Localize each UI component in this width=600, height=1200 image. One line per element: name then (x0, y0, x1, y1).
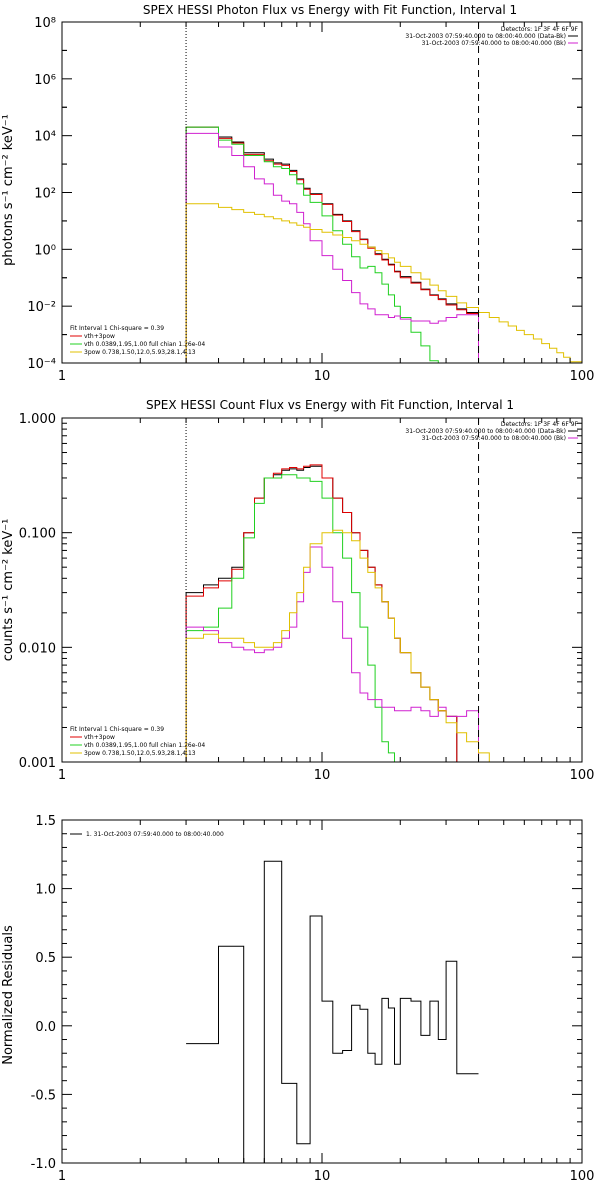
count-flux-legend-top: Detectors: 1F 3F 4F 6F 9F 31-Oct-2003 07… (405, 421, 578, 442)
x-tick-label: 100 (570, 768, 595, 783)
legend-detectors: Detectors: 1F 3F 4F 6F 9F (501, 26, 579, 33)
series-group (185, 464, 490, 762)
photon-flux-legend-top: Detectors: 1F 3F 4F 6F 9F 31-Oct-2003 07… (405, 26, 578, 47)
y-tick-label: 0.001 (19, 756, 56, 771)
legend-bk: 31-Oct-2003 07:59:40.000 to 08:00:40.000… (422, 435, 566, 442)
legend-fit-interval: Fit Interval 1 Chi-square = 0.39 (70, 325, 164, 332)
legend-interval: 1. 31-Oct-2003 07:59:40.000 to 08:00:40.… (86, 831, 224, 838)
count-flux-title: SPEX HESSI Count Flux vs Energy with Fit… (146, 398, 514, 412)
y-tick-label: 0.010 (19, 641, 56, 656)
x-tick-label: 1 (58, 768, 66, 783)
legend-detectors: Detectors: 1F 3F 4F 6F 9F (501, 421, 579, 428)
series-black-line (186, 860, 479, 1163)
x-tick-label: 1 (58, 369, 66, 384)
y-tick-label: 10⁻² (27, 300, 56, 315)
y-tick-label: 10⁸ (34, 16, 56, 31)
y-tick-label: 10⁶ (34, 73, 56, 88)
residuals-panel: Normalized Residuals 1. 31-Oct-2003 07:5… (1, 814, 594, 1184)
series-black-line (185, 465, 458, 762)
y-tick-label: -0.5 (31, 1088, 56, 1103)
legend-fit-interval: Fit Interval 1 Chi-square = 0.39 (70, 726, 164, 733)
photon-flux-legend-bottom: Fit Interval 1 Chi-square = 0.39 vth+3po… (70, 325, 205, 356)
series-magenta-line (185, 546, 479, 762)
y-tick-label: 0.0 (35, 1020, 56, 1035)
y-tick-label: 0.5 (35, 951, 56, 966)
series-green-line (185, 126, 439, 363)
series-yellow-line (185, 529, 490, 762)
series-group (186, 860, 479, 1163)
count-flux-panel: SPEX HESSI Count Flux vs Energy with Fit… (1, 398, 594, 783)
x-tick-label: 1 (58, 1169, 66, 1184)
plot-frame (61, 21, 583, 364)
photon-flux-title: SPEX HESSI Photon Flux vs Energy with Fi… (143, 3, 517, 17)
x-tick-label: 10 (314, 1169, 331, 1184)
legend-3pow: 3pow 0.738,1.50,12.0,5.93,28.1,4.13 (84, 750, 196, 757)
x-tick-label: 100 (570, 1169, 595, 1184)
x-tick-label: 10 (314, 768, 331, 783)
y-tick-label: -1.0 (31, 1157, 56, 1172)
legend-vth: vth 0.0389,1.95,1.00 full chian 1.26e-04 (84, 341, 205, 348)
y-tick-label: 0.100 (19, 527, 56, 542)
series-magenta-line (185, 132, 479, 363)
legend-3pow: 3pow 0.738,1.50,12.0,5.93,28.1,4.13 (84, 349, 196, 356)
y-tick-label: 10⁰ (34, 243, 56, 258)
y-tick-label: 10⁴ (34, 130, 56, 145)
legend-data-bk: 31-Oct-2003 07:59:40.000 to 08:00:40.000… (405, 33, 566, 40)
y-tick-label: 10² (34, 187, 56, 202)
count-flux-ylabel: counts s⁻¹ cm⁻² keV⁻¹ (1, 519, 16, 662)
legend-vth3pow: vth+3pow (84, 333, 115, 340)
series-green-line (185, 474, 401, 762)
residuals-legend: 1. 31-Oct-2003 07:59:40.000 to 08:00:40.… (70, 831, 224, 838)
residuals-ylabel: Normalized Residuals (1, 925, 16, 1065)
y-tick-label: 10⁻⁴ (27, 357, 56, 372)
series-group (185, 126, 582, 363)
legend-data-bk: 31-Oct-2003 07:59:40.000 to 08:00:40.000… (405, 428, 566, 435)
legend-vth3pow: vth+3pow (84, 734, 115, 741)
series-yellow-line (185, 203, 582, 363)
count-flux-legend-bottom: Fit Interval 1 Chi-square = 0.39 vth+3po… (70, 726, 205, 757)
series-red-line (185, 464, 458, 762)
y-tick-label: 1.5 (35, 814, 56, 829)
x-tick-label: 10 (314, 369, 331, 384)
photon-flux-ylabel: photons s⁻¹ cm⁻² keV⁻¹ (1, 114, 16, 266)
legend-vth: vth 0.0389,1.95,1.00 full chian 1.26e-04 (84, 742, 205, 749)
y-tick-label: 1.0 (35, 883, 56, 898)
series-red-line (185, 126, 479, 363)
y-tick-label: 1.000 (19, 412, 56, 427)
series-black-line (185, 126, 479, 363)
photon-flux-panel: SPEX HESSI Photon Flux vs Energy with Fi… (1, 3, 594, 384)
x-tick-label: 100 (570, 369, 595, 384)
legend-bk: 31-Oct-2003 07:59:40.000 to 08:00:40.000… (422, 40, 566, 47)
